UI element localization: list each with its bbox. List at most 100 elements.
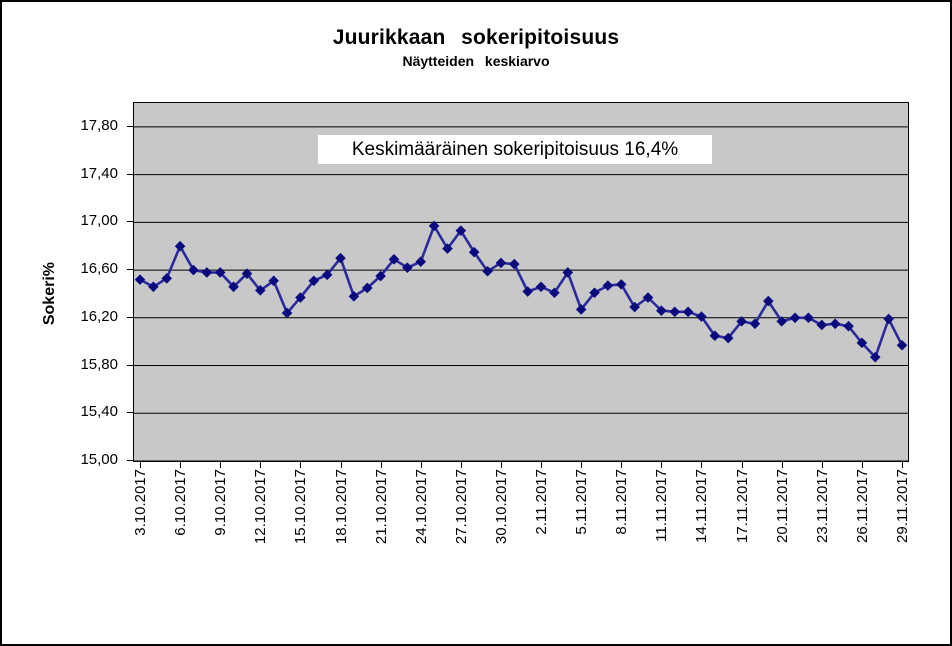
x-axis-tick-label: 18.10.2017 [332, 469, 350, 545]
data-point-marker [509, 258, 520, 270]
data-point-marker [589, 287, 600, 299]
data-point-marker [789, 312, 801, 324]
data-point-marker [776, 316, 787, 327]
x-axis-tick-label: 21.10.2017 [372, 469, 390, 545]
y-axis-tick-label: 17,00 [80, 212, 118, 230]
y-axis-tick-label: 15,00 [80, 451, 118, 468]
x-tick-mark [260, 462, 262, 468]
x-tick-mark [541, 462, 543, 468]
x-tick-mark [380, 462, 382, 468]
x-axis-tick-label: 30.10.2017 [492, 469, 510, 545]
data-point-marker [803, 312, 814, 324]
x-tick-mark [180, 462, 182, 468]
chart-title: Juurikkaan sokeripitoisuus [332, 26, 620, 49]
data-point-marker [148, 281, 159, 293]
y-tick-mark [127, 412, 134, 414]
data-point-marker [856, 337, 868, 349]
data-point-marker [361, 282, 373, 294]
data-point-marker [375, 270, 386, 282]
x-axis-tick-label: 5.11.2017 [573, 469, 591, 535]
data-point-marker [575, 304, 587, 315]
data-point-marker [749, 318, 761, 330]
x-tick-mark [581, 462, 583, 468]
data-point-marker [669, 306, 681, 318]
data-point-marker [308, 275, 320, 287]
data-point-marker [562, 267, 574, 278]
x-axis-tick-label: 3.10.2017 [132, 469, 149, 536]
data-point-marker [549, 287, 560, 299]
x-axis-tick-label: 20.11.2017 [773, 469, 791, 543]
data-point-marker [763, 295, 774, 307]
y-tick-mark [127, 125, 134, 127]
data-point-marker [428, 220, 440, 232]
y-axis-tick-label: 17,80 [80, 116, 118, 134]
data-point-marker [709, 330, 721, 341]
series-line [139, 224, 904, 359]
y-axis-tick-label: 15,40 [80, 403, 118, 421]
x-axis-tick-label: 11.11.2017 [653, 469, 671, 542]
data-point-marker [281, 307, 293, 319]
y-tick-mark [127, 269, 134, 271]
x-tick-mark [781, 462, 783, 468]
data-point-marker [295, 292, 306, 303]
y-axis-tick-label: 17,40 [80, 164, 118, 182]
x-axis-tick-label: 9.10.2017 [212, 469, 230, 536]
data-point-marker [255, 285, 266, 296]
y-axis-tick-label: 15,80 [80, 355, 118, 373]
y-axis-tick-label: 16,60 [80, 260, 118, 278]
x-axis-tick-label: 6.10.2017 [172, 469, 190, 536]
x-axis-tick-label: 2.11.2017 [533, 469, 551, 535]
y-tick-mark [127, 221, 134, 223]
y-tick-mark [127, 173, 134, 175]
data-point-marker [816, 319, 828, 331]
data-point-marker [535, 281, 547, 293]
data-point-marker [896, 339, 908, 351]
x-axis-tick-label: 14.11.2017 [693, 469, 711, 543]
data-point-marker [722, 332, 734, 344]
data-point-marker [522, 286, 533, 297]
data-point-marker [869, 351, 881, 363]
x-axis-tick-label: 8.11.2017 [613, 469, 631, 535]
y-axis-tick-label: 16,20 [80, 307, 118, 325]
data-point-marker [174, 240, 186, 252]
data-point-marker [615, 279, 627, 290]
data-point-marker [188, 264, 199, 276]
x-tick-mark [661, 462, 663, 468]
data-point-marker [161, 273, 173, 284]
chart-subtitle: Näytteiden keskiarvo [402, 53, 550, 69]
x-tick-mark [621, 462, 623, 468]
data-point-marker [482, 265, 493, 277]
data-point-marker [883, 313, 894, 325]
data-point-marker [201, 267, 213, 278]
x-tick-mark [701, 462, 703, 468]
data-point-marker [442, 243, 453, 254]
data-point-marker [321, 269, 333, 281]
data-point-marker [843, 320, 854, 332]
data-point-marker [468, 246, 480, 258]
data-point-marker [268, 275, 279, 287]
x-tick-mark [420, 462, 422, 468]
data-point-marker [455, 225, 467, 236]
data-point-marker [134, 274, 146, 285]
data-point-marker [642, 292, 654, 303]
x-tick-mark [340, 462, 342, 468]
x-tick-mark [140, 462, 141, 468]
data-point-marker [495, 257, 507, 269]
data-point-marker [415, 256, 427, 268]
x-tick-mark [500, 462, 502, 468]
x-axis-tick-label: 17.11.2017 [733, 469, 751, 543]
y-tick-mark [127, 364, 134, 366]
x-axis-tick-label: 29.11.2017 [894, 469, 911, 543]
y-tick-mark [127, 460, 134, 461]
x-tick-mark [861, 462, 863, 468]
data-point-marker [829, 318, 841, 330]
data-point-marker [388, 254, 400, 265]
x-axis-tick-label: 24.10.2017 [412, 469, 430, 545]
x-axis-tick-label: 27.10.2017 [452, 469, 470, 545]
data-point-marker [629, 301, 640, 313]
average-annotation: Keskimääräinen sokeripitoisuus 16,4% [318, 135, 712, 164]
data-point-marker [682, 306, 694, 318]
data-point-marker [602, 280, 614, 291]
y-tick-mark [127, 316, 134, 318]
